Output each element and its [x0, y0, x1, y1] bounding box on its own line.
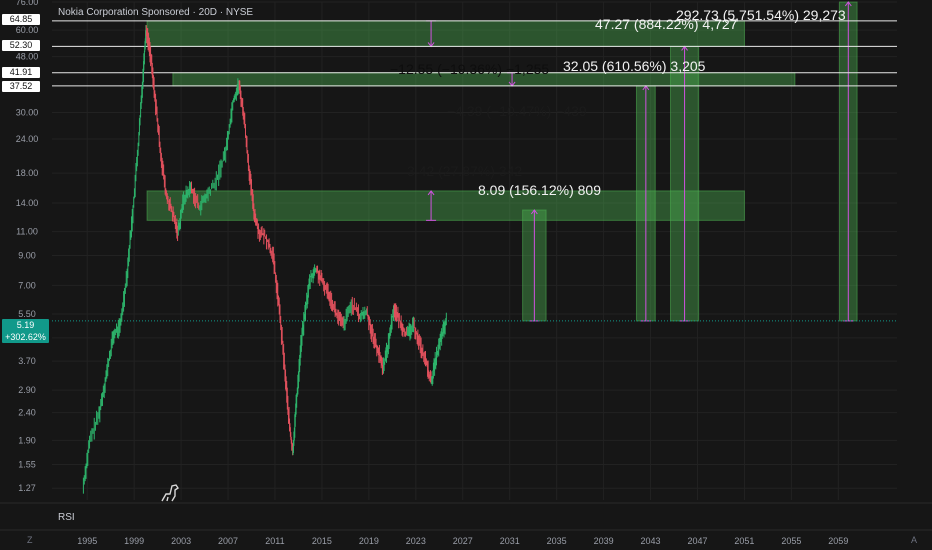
- current-price-value: 5.19: [16, 320, 35, 330]
- chart-title: Nokia Corporation Sponsored · 20D · NYSE: [58, 7, 254, 18]
- x-tick-label: 2035: [547, 536, 567, 546]
- x-tick-label: 2011: [265, 536, 284, 546]
- annotation-minus-12-55: −12.55 (−19.36%) −1,255: [390, 61, 550, 77]
- y-tick-label: 48.00: [16, 52, 39, 62]
- current-price-tag: 5.19 +302.62%: [2, 319, 49, 343]
- annotation-32-05: 32.05 (610.56%) 3,205: [563, 58, 706, 74]
- x-tick-label: 2055: [781, 536, 801, 546]
- y-tick-label: 60.00: [16, 25, 39, 35]
- x-tick-label: 2027: [453, 536, 473, 546]
- y-axis: 76.00 60.00 48.00 30.00 24.00 18.00 14.00 11.00…: [16, 0, 39, 493]
- annotation-292-73: 292.73 (5,751.54%) 29,273: [676, 7, 846, 23]
- current-price-change: +302.62%: [5, 332, 46, 342]
- measure-arrowhead: [427, 190, 435, 196]
- annotation-3-42: 3.42 (27.87%) 342: [407, 163, 523, 179]
- price-mark-64-85: 64.85: [2, 14, 40, 25]
- y-tick-label: 9.00: [18, 251, 36, 261]
- timezone-toggle[interactable]: Z: [27, 535, 33, 545]
- x-tick-label: 2051: [734, 536, 754, 546]
- x-tick-label: 2015: [312, 536, 332, 546]
- chart-grid: [52, 1, 897, 500]
- price-mark-37-52: 37.52: [2, 81, 40, 92]
- auto-scale-toggle[interactable]: A: [911, 535, 918, 545]
- y-tick-label: 76.00: [16, 0, 39, 7]
- y-tick-label: 2.40: [18, 408, 36, 418]
- x-tick-label: 2059: [828, 536, 848, 546]
- x-tick-label: 2043: [641, 536, 661, 546]
- y-tick-label: 18.00: [16, 168, 39, 178]
- y-tick-label: 11.00: [16, 227, 38, 237]
- x-tick-label: 2031: [500, 536, 520, 546]
- annotation-minus-4-39: −4.39 (−10.47%) −439: [447, 103, 587, 119]
- y-tick-label: 1.27: [18, 483, 36, 493]
- annotation-8-09: 8.09 (156.12%) 809: [478, 182, 601, 198]
- horizontal-lines: [52, 20, 897, 322]
- measure-box: [146, 20, 745, 47]
- dinosaur-icon: [161, 484, 179, 502]
- rsi-pane-label[interactable]: RSI: [58, 512, 75, 523]
- price-mark-52-30: 52.30: [2, 40, 40, 51]
- price-mark-41-91: 41.91: [2, 67, 40, 78]
- measure-box: [146, 190, 745, 221]
- x-tick-label: 2019: [359, 536, 379, 546]
- y-tick-label: 30.00: [16, 107, 39, 117]
- x-tick-label: 2023: [406, 536, 426, 546]
- y-tick-label: 2.90: [18, 385, 36, 395]
- annotation-47-27: 47.27 (884.22%) 4,727: [595, 16, 738, 32]
- dinosaur-outline: [161, 484, 179, 502]
- y-tick-label: 7.00: [18, 280, 36, 290]
- x-axis: 1995 1999 2003 2007 2011 2015 2019 2023 2027 2031…: [77, 536, 848, 546]
- y-tick-label: 1.90: [18, 435, 36, 445]
- x-tick-label: 1995: [77, 536, 97, 546]
- measure-arrowhead: [530, 209, 538, 215]
- y-tick-label: 3.70: [18, 356, 36, 366]
- x-tick-label: 1999: [124, 536, 144, 546]
- pane-separators: [0, 502, 932, 531]
- y-tick-label: 14.00: [16, 198, 39, 208]
- x-tick-label: 2007: [218, 536, 238, 546]
- measure-arrowhead: [844, 1, 852, 7]
- x-tick-label: 2047: [687, 536, 707, 546]
- y-tick-label: 1.55: [18, 460, 36, 470]
- y-tick-label: 5.50: [18, 309, 36, 319]
- x-tick-label: 2003: [171, 536, 191, 546]
- y-tick-label: 24.00: [16, 134, 39, 144]
- price-series: [82, 25, 447, 494]
- x-tick-label: 2039: [594, 536, 614, 546]
